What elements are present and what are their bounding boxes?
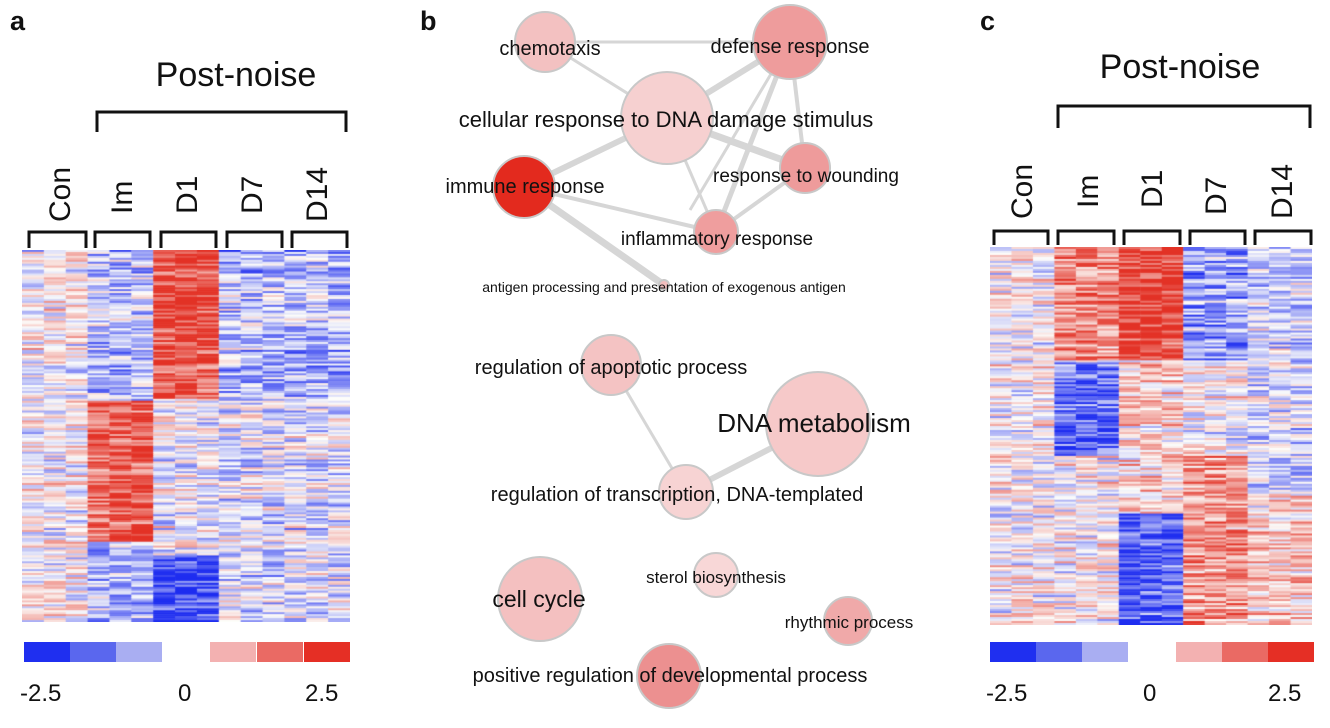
panel-c-group-con: Con xyxy=(1006,163,1039,219)
panel-a-group-con: Con xyxy=(44,166,77,222)
label-inflammatory: inflammatory response xyxy=(621,229,813,250)
label-chemotaxis: chemotaxis xyxy=(499,38,600,60)
panel-c-group-d1: D1 xyxy=(1136,169,1169,208)
label-antigen: antigen processing and presentation of e… xyxy=(482,279,846,295)
label-cell-cycle: cell cycle xyxy=(492,586,585,612)
panel-c-scale-swatch-3 xyxy=(1082,642,1128,662)
panel-c-brackets xyxy=(992,104,1313,245)
panel-a-scale-swatch-2 xyxy=(70,642,116,662)
node-inflammatory xyxy=(693,209,739,255)
node-dna-damage xyxy=(620,71,714,165)
label-apoptotic: regulation of apoptotic process xyxy=(475,357,747,379)
panel-a-scale-swatch-4 xyxy=(210,642,256,662)
panel-c-scale-swatch-6 xyxy=(1268,642,1314,662)
panel-a-scale-swatch-6 xyxy=(304,642,350,662)
panel-b-network: chemotaxis defense response cellular res… xyxy=(446,4,913,709)
panel-c-letter: c xyxy=(980,6,996,36)
panel-a-scale-swatch-3 xyxy=(116,642,162,662)
panel-c-scale-swatch-1 xyxy=(990,642,1036,662)
panel-a-group-d14: D14 xyxy=(301,166,334,222)
panel-c-scale-min: -2.5 xyxy=(986,680,1028,707)
node-transcription xyxy=(658,464,714,520)
edge-immune-inflammatory xyxy=(523,185,717,234)
label-rhythmic: rhythmic process xyxy=(785,613,913,632)
panel-a-group-d7: D7 xyxy=(236,175,269,214)
panel-a-post-noise-title: Post-noise xyxy=(155,56,317,94)
panel-c-group-im: Im xyxy=(1072,174,1105,208)
node-dna-metabolism xyxy=(765,371,871,477)
panel-a-brackets xyxy=(27,110,349,248)
node-chemotaxis xyxy=(514,11,576,73)
label-immune-response: immune response xyxy=(446,176,605,198)
panel-c-post-noise-title: Post-noise xyxy=(1099,48,1261,86)
label-dna-metabolism: DNA metabolism xyxy=(717,408,911,438)
node-apoptotic xyxy=(580,334,642,396)
panel-a-scale-swatch-1 xyxy=(24,642,70,662)
label-defense-response: defense response xyxy=(710,36,869,58)
panel-c-scale-mid: 0 xyxy=(1143,680,1157,707)
panel-c-group-d14: D14 xyxy=(1266,163,1299,219)
panel-c-group-d7: D7 xyxy=(1200,176,1233,215)
node-wounding xyxy=(779,142,831,194)
panel-c-scale-swatch-2 xyxy=(1036,642,1082,662)
node-immune-response xyxy=(492,155,556,219)
label-wounding: response to wounding xyxy=(713,166,899,187)
node-developmental xyxy=(636,643,702,709)
node-rhythmic xyxy=(823,596,873,646)
panel-a-scale-max: 2.5 xyxy=(305,680,339,707)
panel-a-letter: a xyxy=(10,6,26,36)
panel-a-group-d1: D1 xyxy=(171,175,204,214)
label-sterol: sterol biosynthesis xyxy=(646,568,786,587)
panel-a-scale-mid: 0 xyxy=(178,680,192,707)
label-transcription: regulation of transcription, DNA-templat… xyxy=(491,484,863,506)
panel-a-scale-min: -2.5 xyxy=(20,680,62,707)
panel-b-letter: b xyxy=(420,6,437,36)
panel-a-group-im: Im xyxy=(106,180,139,214)
panel-c-scale-max: 2.5 xyxy=(1268,680,1302,707)
node-cell-cycle xyxy=(497,556,583,642)
node-sterol xyxy=(693,552,739,598)
panel-c-scale-swatch-5 xyxy=(1222,642,1268,662)
panel-c-heatmap xyxy=(990,247,1312,625)
panel-c-scale-swatch-4 xyxy=(1176,642,1222,662)
panel-a-heatmap xyxy=(22,250,350,622)
label-developmental: positive regulation of developmental pro… xyxy=(473,665,868,687)
panel-a-scale-swatch-5 xyxy=(257,642,303,662)
label-dna-damage: cellular response to DNA damage stimulus xyxy=(459,107,874,132)
node-antigen xyxy=(658,279,670,291)
node-defense-response xyxy=(752,4,828,80)
